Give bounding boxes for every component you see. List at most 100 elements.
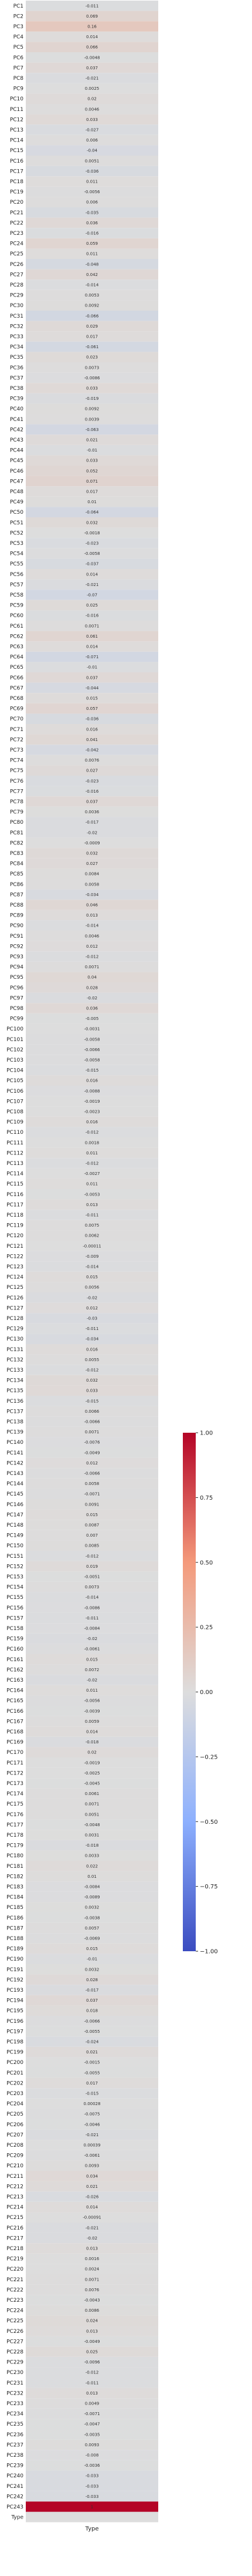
heatmap-cell <box>26 104 158 115</box>
cell-value-label: 0.011 <box>86 1182 98 1187</box>
cell-value-label: -0.0086 <box>84 376 100 380</box>
cell-value-label: -0.033 <box>86 2494 99 2499</box>
cell-value-label: -0.033 <box>86 2474 99 2479</box>
row-tick-label: PC161 <box>6 1657 23 1663</box>
heatmap-cell <box>26 11 158 22</box>
cell-value-label: -0.037 <box>86 562 99 567</box>
heatmap-cell <box>26 2439 158 2450</box>
colorbar-tick-label: 0.00 <box>200 1689 213 1696</box>
heatmap-cell <box>26 776 158 786</box>
row-tick-label: PC45 <box>10 458 23 464</box>
heatmap-cell <box>26 2326 158 2336</box>
cell-value-label: 0.033 <box>86 117 98 122</box>
row-tick-label: PC16 <box>10 159 23 164</box>
heatmap-cell <box>26 2470 158 2481</box>
heatmap-cell <box>26 1385 158 1396</box>
row-tick-label: PC214 <box>6 2205 23 2211</box>
row-tick-label: PC53 <box>10 541 23 547</box>
row-tick-label: Type <box>11 2515 23 2521</box>
cell-value-label: -0.016 <box>86 231 99 236</box>
row-tick-label: PC204 <box>6 2102 23 2107</box>
row-tick-label: PC84 <box>10 861 23 867</box>
heatmap-cell <box>26 1416 158 1427</box>
row-tick-label: PC126 <box>6 1295 23 1301</box>
row-tick-label: PC242 <box>6 2494 23 2500</box>
cell-value-label: 0.061 <box>86 634 98 639</box>
heatmap-cell <box>26 631 158 642</box>
heatmap-cell <box>26 662 158 672</box>
cell-value-label: 0.033 <box>86 386 98 391</box>
heatmap-cell <box>26 1106 158 1117</box>
row-tick-label: PC229 <box>6 2360 23 2366</box>
cell-value-label: -0.02 <box>87 1295 97 1300</box>
cell-value-label: -0.011 <box>86 1326 99 1331</box>
cell-value-label: 0.033 <box>86 1389 98 1393</box>
row-tick-label: PC57 <box>10 582 23 588</box>
heatmap-cell <box>26 765 158 776</box>
row-tick-label: PC145 <box>6 1491 23 1497</box>
heatmap-cell <box>26 1695 158 1706</box>
cell-value-label: -0.0025 <box>84 1771 100 1776</box>
cell-value-label: 0.00028 <box>84 2102 101 2106</box>
cell-value-label: 0.0091 <box>85 1502 100 1507</box>
cell-value-label: -0.0009 <box>84 841 100 846</box>
row-tick-label: PC173 <box>6 1781 23 1787</box>
row-tick-label: PC69 <box>10 706 23 712</box>
heatmap-cell <box>26 1344 158 1355</box>
heatmap-cell <box>26 910 158 921</box>
row-tick-label: PC243 <box>6 2504 23 2510</box>
heatmap-cell <box>26 2016 158 2026</box>
cell-value-label: -0.07 <box>87 593 97 598</box>
heatmap-cell <box>26 1251 158 1262</box>
row-tick-label: PC235 <box>6 2422 23 2427</box>
cell-value-label: -0.012 <box>86 955 99 959</box>
cell-value-label: 0.015 <box>86 1947 98 1951</box>
row-tick-label: PC182 <box>6 1874 23 1880</box>
colorbar-tick-label: −0.75 <box>200 1884 218 1890</box>
row-tick-label: PC68 <box>10 696 23 702</box>
cell-value-label: -0.0053 <box>84 1192 100 1197</box>
row-tick-label: PC212 <box>6 2184 23 2190</box>
heatmap-cell <box>26 713 158 724</box>
row-tick-label: PC206 <box>6 2122 23 2128</box>
heatmap-cell <box>26 1282 158 1292</box>
row-tick-label: PC100 <box>6 1026 23 1032</box>
heatmap-cell <box>26 1509 158 1520</box>
row-tick-label: PC143 <box>6 1471 23 1477</box>
cell-value-label: -0.014 <box>86 1265 99 1270</box>
row-tick-label: PC207 <box>6 2132 23 2138</box>
heatmap-cell <box>26 1520 158 1530</box>
heatmap-cell <box>26 982 158 993</box>
row-tick-label: PC88 <box>10 903 23 908</box>
cell-value-label: -0.0048 <box>84 1823 100 1827</box>
heatmap-cell <box>26 2419 158 2429</box>
heatmap-cell <box>26 2481 158 2491</box>
row-tick-label: PC228 <box>6 2349 23 2355</box>
row-tick-label: PC218 <box>6 2246 23 2252</box>
row-tick-label: PC95 <box>10 975 23 981</box>
cell-value-label: 0.0073 <box>85 365 100 370</box>
heatmap-cell <box>26 238 158 249</box>
cell-value-label: 0.0076 <box>85 758 100 763</box>
cell-value-label: 0.0071 <box>85 2277 100 2282</box>
heatmap-cell <box>26 1168 158 1179</box>
heatmap-cell <box>26 1612 158 1624</box>
row-tick-label: PC152 <box>6 1564 23 1570</box>
cell-value-label: -0.0038 <box>84 1915 100 1920</box>
row-tick-label: PC109 <box>6 1120 23 1126</box>
row-tick-label: PC83 <box>10 851 23 857</box>
row-tick-label: PC64 <box>10 655 23 661</box>
cell-value-label: -0.008 <box>86 2453 99 2458</box>
heatmap-cell <box>26 827 158 838</box>
heatmap-cell <box>26 2057 158 2067</box>
heatmap-cell <box>26 1551 158 1561</box>
row-tick-label: PC165 <box>6 1698 23 1704</box>
cell-value-label: -0.0058 <box>84 551 100 556</box>
row-tick-label: PC37 <box>10 375 23 381</box>
cell-value-label: -0.0019 <box>84 1760 100 1765</box>
row-tick-label: PC46 <box>10 469 23 474</box>
heatmap-cell <box>26 362 158 373</box>
row-tick-label: PC225 <box>6 2318 23 2324</box>
row-tick-label: PC194 <box>6 1998 23 2004</box>
heatmap-cell <box>26 992 158 1004</box>
